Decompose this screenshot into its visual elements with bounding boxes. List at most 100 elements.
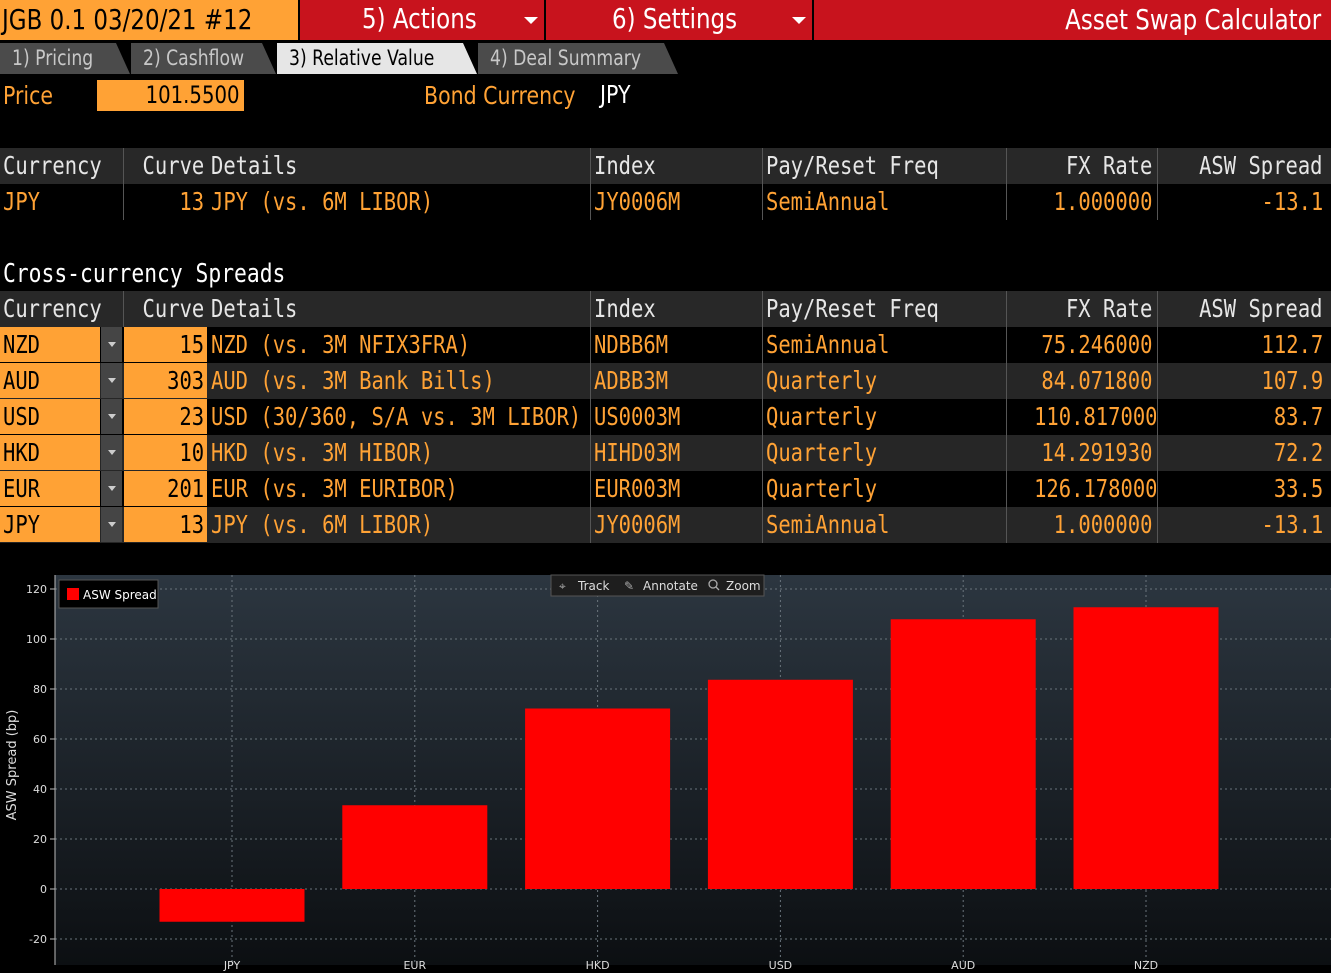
- ticker-text: JGB 0.1 03/20/21 #12: [2, 3, 253, 36]
- y-tick-label: 120: [26, 583, 47, 596]
- y-tick-label: 100: [26, 633, 47, 646]
- y-tick-label: 80: [33, 683, 47, 696]
- tab-pricing[interactable]: 1) Pricing: [0, 43, 130, 74]
- cell-freq: Quarterly: [762, 435, 1006, 471]
- table-row: HKD 10 HKD (vs. 3M HIBOR) HIHD03M Quarte…: [0, 435, 1331, 471]
- cell-asw-spread: -13.1: [1157, 184, 1327, 220]
- x-tick-label: USD: [769, 959, 793, 972]
- zoom-label: Zoom: [726, 579, 761, 593]
- section-title: Cross-currency Spreads: [3, 259, 286, 289]
- col-fx-rate: FX Rate: [1006, 291, 1156, 327]
- currency-select[interactable]: USD: [0, 399, 100, 434]
- bar-jpy[interactable]: [159, 889, 305, 922]
- table-row: JPY 13 JPY (vs. 6M LIBOR) JY0006M SemiAn…: [0, 184, 1331, 220]
- table-header: Currency Curve Details Index Pay/Reset F…: [0, 291, 1331, 327]
- currency-select[interactable]: EUR: [0, 471, 100, 506]
- legend: ASW Spread: [58, 579, 159, 609]
- cell-details: HKD (vs. 3M HIBOR): [211, 438, 434, 467]
- cell-curve: 13: [123, 184, 207, 220]
- actions-menu-label: 5) Actions: [362, 2, 477, 35]
- actions-menu[interactable]: 5) Actions: [300, 0, 544, 40]
- security-ticker[interactable]: JGB 0.1 03/20/21 #12: [0, 0, 298, 40]
- legend-label: ASW Spread: [83, 588, 157, 602]
- currency-select[interactable]: JPY: [0, 507, 100, 542]
- bar-eur[interactable]: [342, 805, 488, 889]
- cell-asw-spread: -13.1: [1157, 507, 1327, 543]
- legend-swatch: [67, 588, 79, 600]
- y-tick-label: 0: [40, 883, 47, 896]
- y-axis: -20 0 20 40 60 80 100 120: [26, 575, 56, 965]
- col-asw-spread: ASW Spread: [1157, 291, 1327, 327]
- magnifier-icon: [708, 579, 718, 589]
- col-freq: Pay/Reset Freq: [762, 291, 1006, 327]
- bar-hkd[interactable]: [525, 708, 671, 890]
- cell-details: AUD (vs. 3M Bank Bills): [211, 366, 495, 395]
- bar-aud[interactable]: [890, 619, 1036, 889]
- tab-cashflow[interactable]: 2) Cashflow: [131, 43, 276, 74]
- bond-currency-label: Bond Currency: [424, 81, 576, 110]
- x-tick-label: JPY: [223, 959, 241, 972]
- cell-freq: Quarterly: [762, 471, 1006, 507]
- cell-index: JY0006M: [590, 184, 762, 220]
- price-input[interactable]: 101.5500: [97, 80, 244, 111]
- chevron-down-icon[interactable]: [101, 507, 122, 542]
- cell-fx-rate: 110.817000: [1006, 399, 1156, 435]
- cell-freq: Quarterly: [762, 399, 1006, 435]
- currency-select[interactable]: AUD: [0, 363, 100, 398]
- table-row: EUR 201 EUR (vs. 3M EURIBOR) EUR003M Qua…: [0, 471, 1331, 507]
- cell-fx-rate: 75.246000: [1006, 327, 1156, 363]
- cell-fx-rate: 126.178000: [1006, 471, 1156, 507]
- curve-input[interactable]: 10: [124, 435, 207, 470]
- chevron-down-icon: [792, 17, 806, 24]
- bar-usd[interactable]: [707, 679, 853, 889]
- cell-fx-rate: 14.291930: [1006, 435, 1156, 471]
- cell-index: JY0006M: [590, 507, 762, 543]
- y-axis-label: ASW Spread (bp): [5, 710, 20, 821]
- cell-details: USD (30/360, S/A vs. 3M LIBOR): [211, 402, 582, 431]
- cell-freq: SemiAnnual: [762, 507, 1006, 543]
- asw-spread-chart[interactable]: -20 0 20 40 60 80 100 120 JPY EUR HKD USD AUD NZD AS…: [0, 573, 1331, 973]
- chevron-down-icon[interactable]: [101, 399, 122, 434]
- curve-input[interactable]: 15: [124, 327, 207, 362]
- x-axis: JPY EUR HKD USD AUD NZD: [223, 959, 1158, 972]
- x-tick-label: AUD: [951, 959, 975, 972]
- col-index: Index: [590, 291, 762, 327]
- settings-menu[interactable]: 6) Settings: [546, 0, 812, 40]
- cell-asw-spread: 83.7: [1157, 399, 1327, 435]
- tab-label: 4) Deal Summary: [490, 46, 642, 70]
- curve-input[interactable]: 23: [124, 399, 207, 434]
- price-label: Price: [3, 81, 54, 110]
- cell-index: EUR003M: [590, 471, 762, 507]
- curve-input[interactable]: 303: [124, 363, 207, 398]
- currency-select[interactable]: NZD: [0, 327, 100, 362]
- bar-nzd[interactable]: [1073, 607, 1219, 889]
- chevron-down-icon[interactable]: [101, 435, 122, 470]
- x-tick-label: NZD: [1134, 959, 1158, 972]
- cell-fx-rate: 1.000000: [1006, 184, 1156, 220]
- tab-label: 2) Cashflow: [143, 46, 245, 70]
- curve-input[interactable]: 201: [124, 471, 207, 506]
- annotate-button[interactable]: ✎ Annotate: [624, 579, 698, 593]
- col-details: Details: [211, 294, 298, 323]
- x-tick-label: HKD: [586, 959, 610, 972]
- chevron-down-icon[interactable]: [101, 471, 122, 506]
- tab-deal-summary[interactable]: 4) Deal Summary: [478, 43, 678, 74]
- currency-select[interactable]: HKD: [0, 435, 100, 470]
- bond-currency-value: JPY: [600, 80, 631, 109]
- zoom-button[interactable]: Zoom: [708, 579, 761, 593]
- cell-details: JPY (vs. 6M LIBOR): [211, 510, 434, 539]
- track-button[interactable]: ⌖ Track: [559, 579, 609, 593]
- app-title-text: Asset Swap Calculator: [1065, 3, 1321, 36]
- chevron-down-icon[interactable]: [101, 363, 122, 398]
- cell-index: NDBB6M: [590, 327, 762, 363]
- chevron-down-icon[interactable]: [101, 327, 122, 362]
- title-bar: JGB 0.1 03/20/21 #12 5) Actions 6) Setti…: [0, 0, 1331, 40]
- col-currency: Currency: [3, 151, 102, 180]
- crosshair-icon: ⌖: [559, 579, 566, 593]
- cell-details: JPY (vs. 6M LIBOR): [211, 187, 434, 216]
- curve-input[interactable]: 13: [124, 507, 207, 542]
- tab-relative-value[interactable]: 3) Relative Value: [277, 43, 477, 74]
- col-index: Index: [590, 148, 762, 184]
- bars: [159, 607, 1219, 922]
- col-asw-spread: ASW Spread: [1157, 148, 1327, 184]
